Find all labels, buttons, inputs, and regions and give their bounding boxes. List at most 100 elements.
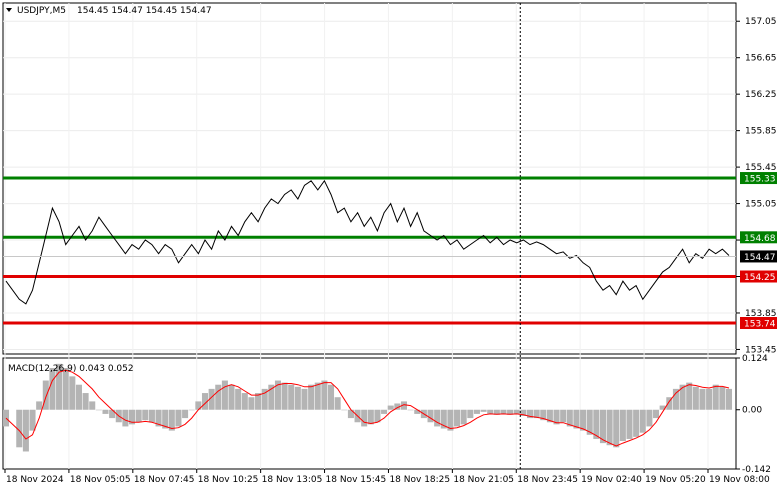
macd-bar <box>135 409 142 423</box>
macd-bar <box>500 409 507 414</box>
macd-bar <box>473 409 480 414</box>
macd-bar <box>2 409 10 427</box>
macd-bar <box>374 409 381 423</box>
time-tick-label: 19 Nov 08:00 <box>709 475 770 485</box>
macd-bar <box>148 409 155 423</box>
macd-bar <box>487 409 494 414</box>
macd-bar <box>646 409 653 427</box>
price-axis: 157.05 156.65 156.25 155.85 155.45 155.05 154.… <box>736 17 777 355</box>
price-tick-label: 155.85 <box>745 127 777 137</box>
macd-bar <box>69 376 76 410</box>
macd-bar <box>16 409 23 448</box>
macd-bar <box>407 409 414 411</box>
macd-tick-label: -0.142 <box>742 465 771 475</box>
macd-signal-line <box>5 369 730 447</box>
macd-bar <box>692 386 699 410</box>
macd-bar <box>188 409 195 411</box>
time-tick-label: 19 Nov 05:20 <box>645 475 706 485</box>
macd-bar <box>36 401 43 410</box>
macd-bar <box>195 401 202 410</box>
macd-bar <box>215 384 222 410</box>
resistance-level-label: 154.68 <box>744 234 776 244</box>
macd-bar <box>175 409 182 427</box>
macd-bar <box>507 409 514 415</box>
macd-bar <box>268 384 275 410</box>
macd-bar <box>321 380 328 410</box>
macd-bar <box>168 409 175 431</box>
price-tick-label: 153.45 <box>745 345 777 355</box>
macd-bar <box>228 384 235 410</box>
time-tick-label: 18 Nov 18:25 <box>389 475 450 485</box>
macd-tick-label: 0.00 <box>742 406 762 416</box>
macd-histogram <box>2 363 733 452</box>
macd-bar <box>672 388 679 410</box>
macd-bar <box>626 409 633 439</box>
resistance-level-tag <box>740 231 777 244</box>
price-tags: 155.33 154.68 154.25 153.74 154.47 <box>740 172 777 330</box>
macd-bar <box>467 409 474 419</box>
macd-bar <box>29 409 36 431</box>
macd-bar <box>294 386 301 410</box>
macd-bar <box>129 409 136 425</box>
price-tick-label: 156.25 <box>745 90 777 100</box>
current-price-label: 154.47 <box>744 253 776 263</box>
time-tick-label: 18 Nov 07:45 <box>134 475 195 485</box>
price-series <box>3 179 736 305</box>
macd-bar <box>281 382 288 410</box>
macd-bar <box>606 409 613 446</box>
macd-bar <box>653 409 660 419</box>
macd-bar <box>725 388 733 410</box>
macd-bar <box>686 382 693 410</box>
macd-bar <box>493 409 500 415</box>
macd-bar <box>82 393 89 410</box>
macd-bar <box>49 368 56 410</box>
macd-bar <box>633 409 640 437</box>
support-level-tag <box>740 317 777 330</box>
dropdown-triangle-icon[interactable] <box>6 8 12 12</box>
macd-bar <box>706 388 713 410</box>
macd-bar <box>580 409 587 431</box>
price-tick-label: 156.65 <box>745 54 777 64</box>
macd-bar <box>573 409 580 429</box>
macd-bar <box>447 409 454 431</box>
macd-bar <box>95 409 102 411</box>
macd-bar <box>328 384 335 410</box>
macd-bar <box>427 409 434 423</box>
macd-bar <box>387 405 394 410</box>
macd-bar <box>22 409 29 452</box>
time-tick-label: 18 Nov 05:05 <box>70 475 131 485</box>
macd-bar <box>75 384 82 410</box>
macd-bar <box>560 409 567 423</box>
macd-bar <box>586 409 593 435</box>
macd-bar <box>679 384 686 410</box>
macd-bar <box>434 409 441 427</box>
macd-bar <box>440 409 447 429</box>
macd-bar <box>314 382 321 410</box>
price-tick-label: 155.45 <box>745 163 777 173</box>
macd-bar <box>666 397 673 410</box>
resistance-level-label: 155.33 <box>744 175 776 185</box>
symbol-label: USDJPY,M5 <box>17 6 66 16</box>
macd-bar <box>599 409 606 444</box>
price-tick-label: 155.05 <box>745 200 777 210</box>
macd-label: MACD(12,26,9) 0.043 0.052 <box>8 364 134 374</box>
support-level-label: 153.74 <box>744 320 776 330</box>
macd-bar <box>619 409 626 442</box>
macd-bar <box>593 409 600 439</box>
macd-bar <box>42 380 49 410</box>
macd-bar <box>414 409 421 414</box>
macd-bar <box>719 386 726 410</box>
time-axis: 18 Nov 2024 18 Nov 05:05 18 Nov 07:45 18 No… <box>4 469 770 485</box>
price-line <box>5 179 730 305</box>
time-tick-label: 18 Nov 13:05 <box>262 475 323 485</box>
current-price-tag <box>740 250 777 263</box>
macd-bar <box>533 409 540 419</box>
macd-bar <box>102 409 109 414</box>
macd-bar <box>334 397 341 410</box>
macd-bar <box>699 388 706 410</box>
macd-bar <box>162 409 169 429</box>
macd-bar <box>546 409 553 423</box>
macd-bar <box>347 409 354 419</box>
macd-bar <box>255 393 262 410</box>
macd-bar <box>221 380 228 410</box>
